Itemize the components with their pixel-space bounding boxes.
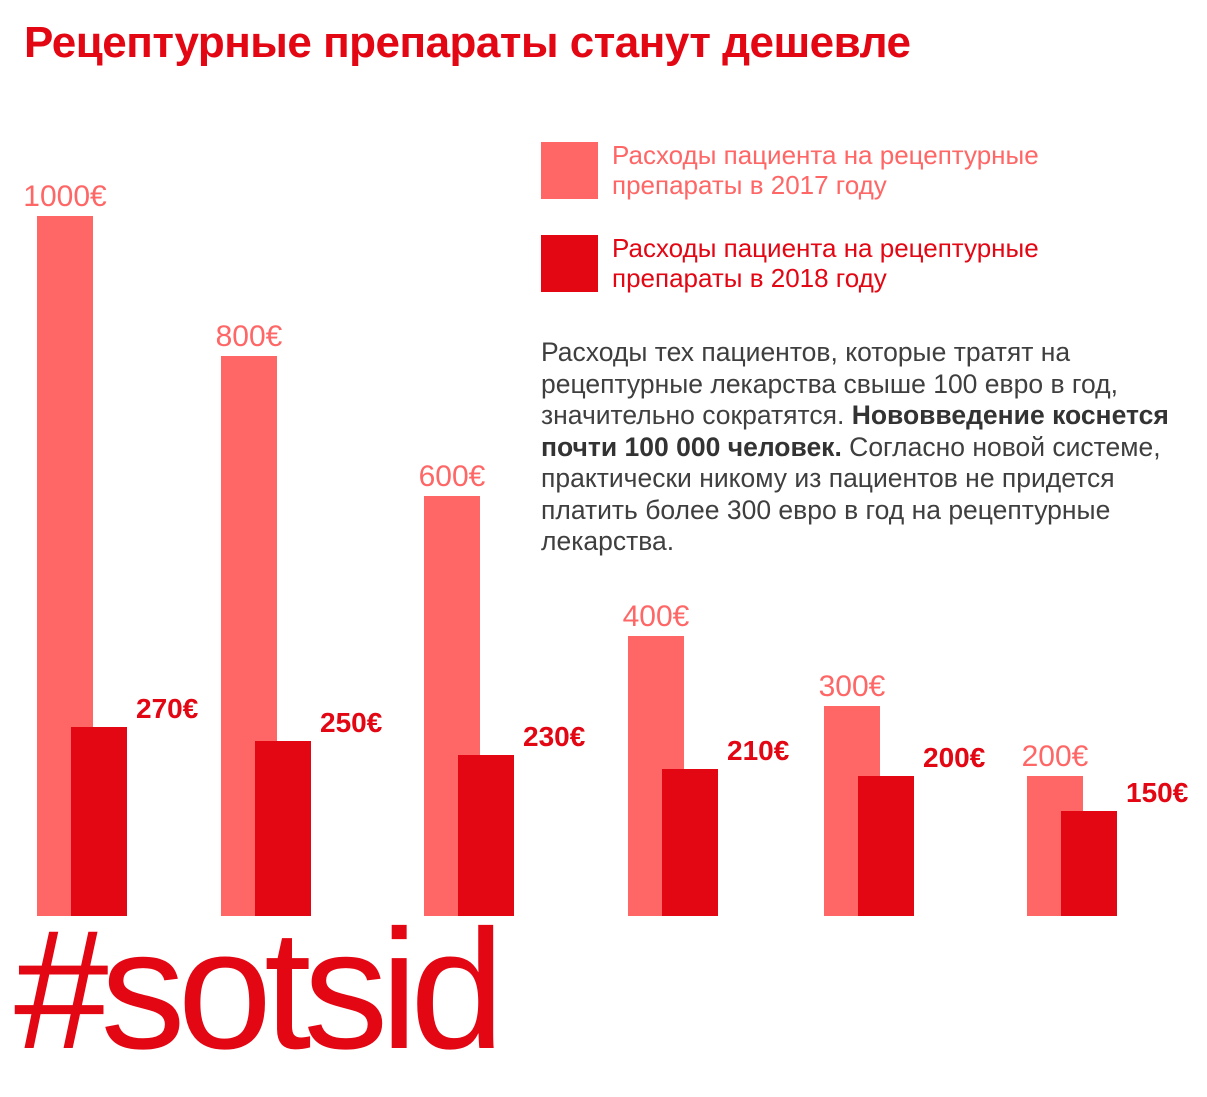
value-label-2017-2: 800€	[216, 320, 283, 353]
value-label-2018-2: 250€	[320, 707, 383, 738]
page-title: Рецептурные препараты станут дешевле	[24, 18, 911, 67]
legend-label-2018: Расходы пациента на рецептурные препарат…	[612, 233, 1039, 293]
description-part-1: Расходы тех пациентов, которые тратят на…	[541, 337, 1118, 430]
bar-2018-4	[662, 769, 718, 916]
legend-item-2017: Расходы пациента на рецептурные препарат…	[541, 140, 1132, 200]
value-label-2017-1: 1000€	[23, 180, 107, 213]
bar-2018-2	[255, 741, 311, 916]
hashtag-logo: #sotsid	[14, 895, 505, 1085]
value-label-2018-3: 230€	[523, 721, 586, 752]
legend-swatch-2018	[541, 235, 598, 292]
value-label-2018-1: 270€	[136, 693, 199, 724]
bar-2018-3	[458, 755, 514, 916]
description-bold: Нововведение коснется почти 100 000 чело…	[541, 400, 1169, 462]
bar-2018-5	[858, 776, 914, 916]
value-label-2017-4: 400€	[623, 600, 690, 633]
value-label-2017-6: 200€	[1022, 740, 1089, 773]
value-label-2018-4: 210€	[727, 735, 790, 766]
value-label-2018-6: 150€	[1126, 777, 1189, 808]
value-label-2018-5: 200€	[923, 742, 986, 773]
legend-item-2018: Расходы пациента на рецептурные препарат…	[541, 233, 1132, 293]
description-part-2: Согласно новой системе, практически нико…	[541, 431, 1161, 557]
bar-2018-6	[1061, 811, 1117, 916]
legend-swatch-2017	[541, 142, 598, 199]
value-label-2017-5: 300€	[819, 670, 886, 703]
bar-2018-1	[71, 727, 127, 916]
value-label-2017-3: 600€	[419, 460, 486, 493]
description-text: Расходы тех пациентов, которые тратят на…	[541, 337, 1201, 558]
legend-label-2017: Расходы пациента на рецептурные препарат…	[612, 140, 1039, 200]
